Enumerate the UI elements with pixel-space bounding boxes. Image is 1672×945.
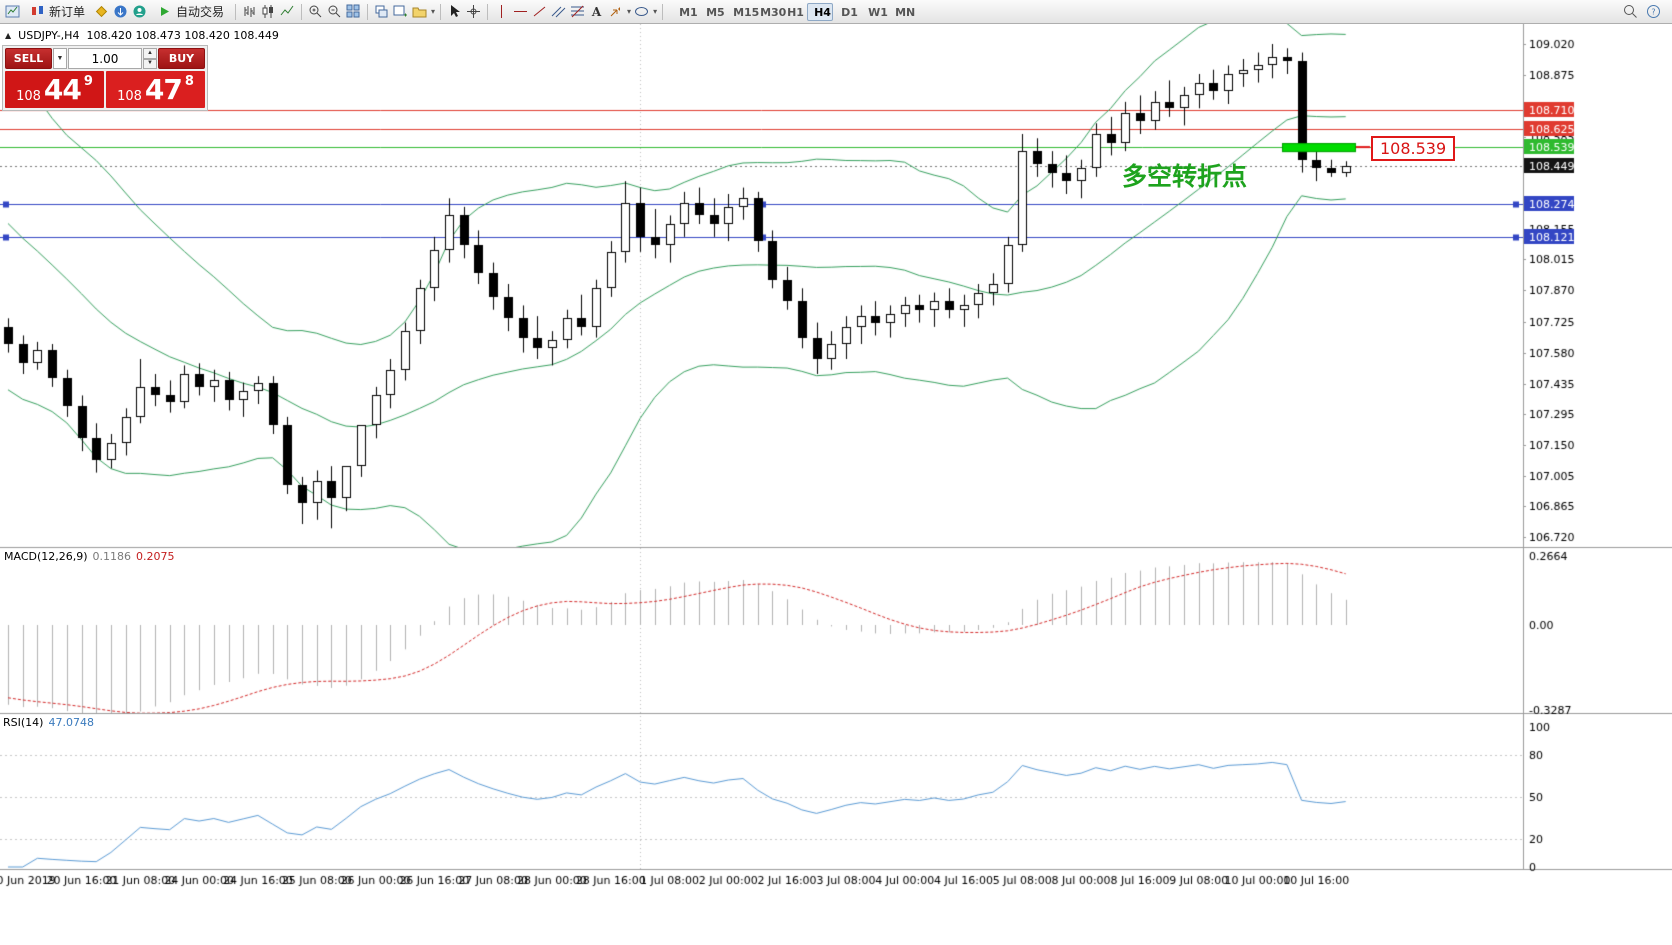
timeframe-button[interactable]: MN — [888, 3, 915, 21]
search-icon[interactable] — [1622, 3, 1639, 20]
collapse-triangle-icon[interactable]: ▲ — [5, 31, 12, 40]
autotrade-label: 自动交易 — [176, 5, 225, 19]
toolbar-separator — [235, 3, 237, 20]
community-icon[interactable] — [131, 3, 148, 20]
timeframe-button[interactable]: M1 — [672, 3, 698, 21]
toolbar-right-group: ? — [1622, 3, 1668, 20]
line-chart-icon[interactable] — [279, 3, 296, 20]
new-order-icon — [29, 3, 46, 20]
deposit-icon[interactable] — [112, 3, 129, 20]
trendline-tool-icon[interactable] — [531, 3, 548, 20]
zoom-in-icon[interactable] — [307, 3, 324, 20]
text-tool-icon[interactable]: A — [591, 4, 602, 19]
ask-price-box[interactable]: 108 47 8 — [106, 71, 205, 108]
timeframe-group: M1 M5 M15 M30 H1 H4 D1 W1 MN — [672, 2, 915, 21]
horizontal-line-tool-icon[interactable] — [512, 3, 529, 20]
help-icon[interactable]: ? — [1645, 3, 1662, 20]
candlestick-chart-icon[interactable] — [260, 3, 277, 20]
timeframe-button[interactable]: M15 — [726, 3, 759, 21]
bid-pip: 9 — [83, 74, 93, 89]
toolbar-separator — [367, 3, 369, 20]
profiles-caret-icon[interactable]: ▾ — [431, 7, 436, 16]
svg-text:?: ? — [1651, 8, 1655, 17]
rsi-value: 47.0748 — [48, 716, 94, 729]
toolbar-separator — [301, 3, 303, 20]
price-callout-box[interactable]: 108.539 — [1371, 136, 1456, 161]
macd-signal-value: 0.2075 — [136, 550, 175, 563]
rsi-label: RSI(14) 47.0748 — [3, 716, 94, 729]
bid-price-box[interactable]: 108 44 9 — [5, 71, 104, 108]
bid-prefix: 108 — [16, 89, 41, 104]
macd-name: MACD(12,26,9) — [4, 550, 88, 563]
mql5-icon[interactable] — [93, 3, 110, 20]
timeframe-button[interactable]: H1 — [780, 3, 806, 21]
sell-button[interactable]: SELL — [5, 48, 52, 69]
cursor-icon[interactable] — [446, 3, 463, 20]
timeframe-button[interactable]: W1 — [861, 3, 888, 21]
tile-windows-icon[interactable] — [345, 3, 362, 20]
vertical-line-tool-icon[interactable] — [493, 3, 510, 20]
shapes-tool-icon[interactable] — [633, 3, 650, 20]
toolbar-separator — [440, 3, 442, 20]
bar-chart-icon[interactable] — [241, 3, 258, 20]
sell-options-caret-icon[interactable]: ▼ — [53, 48, 67, 69]
profiles-icon[interactable] — [411, 3, 428, 20]
autotrade-play-icon — [156, 3, 173, 20]
volume-input[interactable] — [68, 48, 142, 69]
zoom-out-icon[interactable] — [326, 3, 343, 20]
rsi-name: RSI(14) — [3, 716, 44, 729]
terminal-icon[interactable] — [4, 3, 21, 20]
volume-down-icon[interactable]: ▼ — [143, 58, 157, 69]
ask-big-figure: 47 — [144, 73, 183, 106]
macd-value: 0.1186 — [92, 550, 132, 563]
arrows-tool-icon[interactable] — [607, 3, 624, 20]
one-click-trading-panel: SELL ▼ ▲ ▼ BUY 108 44 9 108 47 8 — [2, 45, 208, 111]
new-order-label: 新订单 — [49, 5, 86, 19]
fibonacci-tool-icon[interactable] — [569, 3, 586, 20]
toolbar-separator — [487, 3, 489, 20]
symbol-period-label: USDJPY-,H4 — [18, 29, 80, 42]
crosshair-icon[interactable] — [465, 3, 482, 20]
new-window-icon[interactable] — [392, 3, 409, 20]
bid-big-figure: 44 — [43, 73, 82, 106]
chart-canvas[interactable] — [0, 24, 1672, 945]
ask-prefix: 108 — [117, 89, 142, 104]
shapes-caret-icon[interactable]: ▾ — [653, 7, 658, 16]
one-click-price-row: 108 44 9 108 47 8 — [5, 71, 205, 108]
ohlc-values: 108.420 108.473 108.420 108.449 — [86, 29, 279, 42]
autotrade-button[interactable]: 自动交易 — [150, 2, 230, 22]
new-order-button[interactable]: 新订单 — [23, 2, 91, 22]
macd-label: MACD(12,26,9) 0.1186 0.2075 — [4, 550, 175, 563]
turning-point-annotation[interactable]: 多空转折点 — [1122, 162, 1248, 191]
timeframe-button[interactable]: M5 — [699, 3, 725, 21]
ask-pip: 8 — [184, 74, 194, 89]
volume-up-icon[interactable]: ▲ — [143, 48, 157, 59]
cascade-windows-icon[interactable] — [373, 3, 390, 20]
toolbar: 新订单 自动交易 ▾ A ▾ ▾ M1 — [0, 0, 1672, 24]
symbol-info-line: ▲ USDJPY-,H4 108.420 108.473 108.420 108… — [5, 29, 279, 42]
buy-button[interactable]: BUY — [158, 48, 205, 69]
toolbar-separator — [662, 3, 664, 20]
channel-tool-icon[interactable] — [550, 3, 567, 20]
one-click-controls-row: SELL ▼ ▲ ▼ BUY — [5, 48, 205, 69]
volume-stepper: ▲ ▼ — [143, 48, 157, 69]
timeframe-button[interactable]: D1 — [834, 3, 860, 21]
arrows-caret-icon[interactable]: ▾ — [627, 7, 632, 16]
timeframe-button-active[interactable]: H4 — [807, 2, 834, 21]
timeframe-button[interactable]: M30 — [753, 3, 786, 21]
